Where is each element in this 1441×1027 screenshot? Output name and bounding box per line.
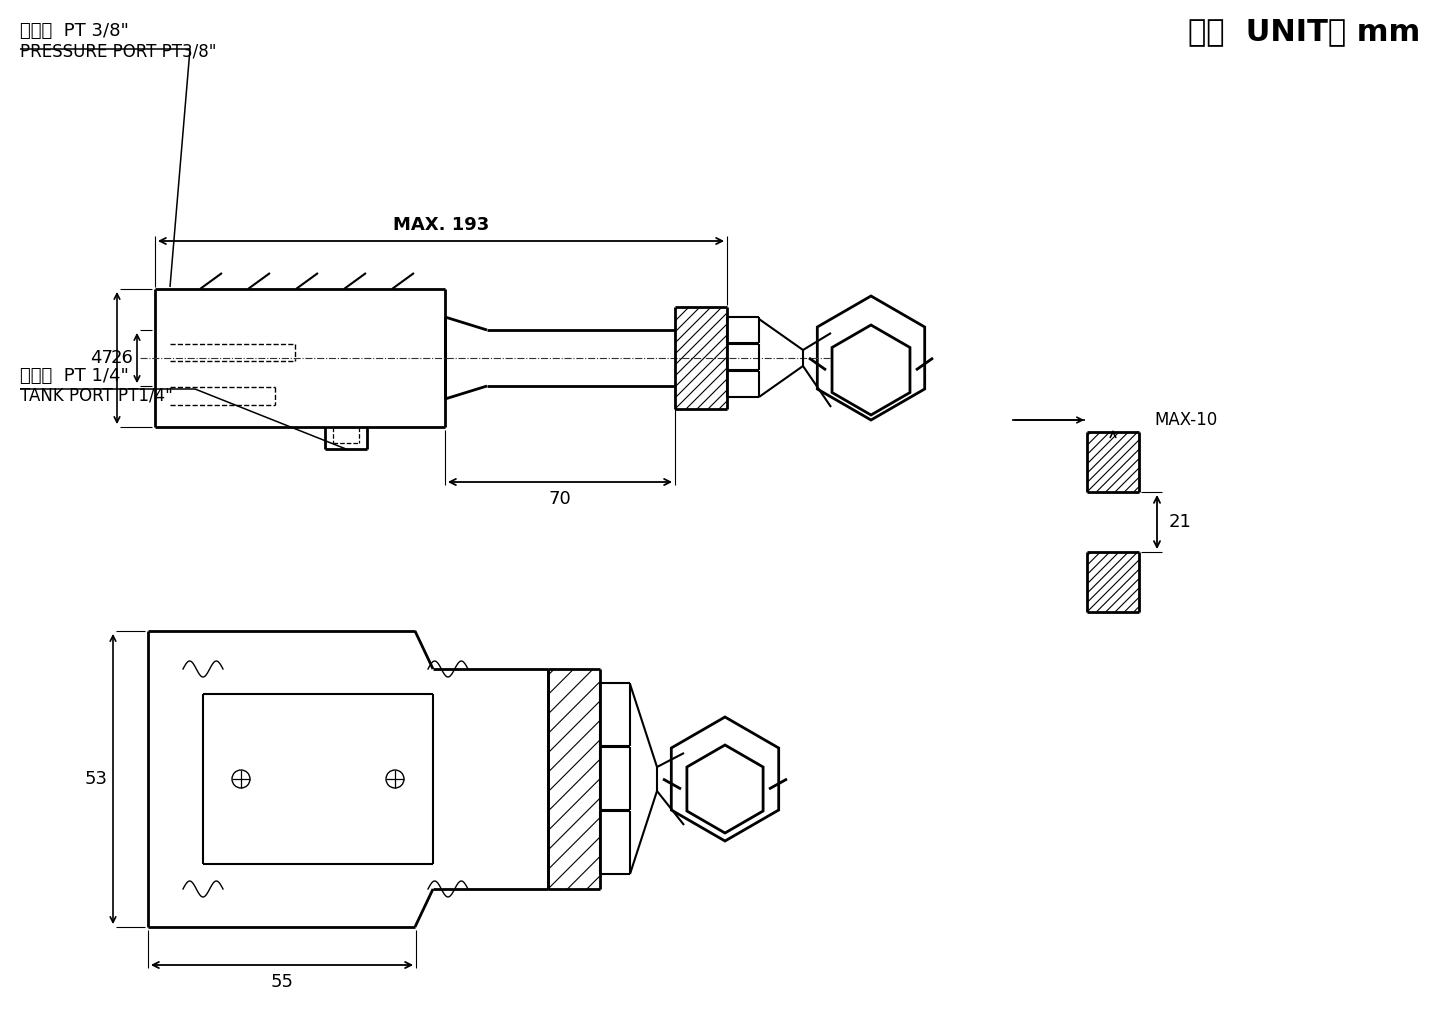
Text: TANK PORT PT1/4": TANK PORT PT1/4" [20,387,173,405]
Text: PRESSURE PORT PT3/8": PRESSURE PORT PT3/8" [20,42,216,60]
Text: 47: 47 [89,349,112,367]
Text: 55: 55 [271,973,294,991]
Text: MAX. 193: MAX. 193 [393,216,488,234]
Text: 回油孔  PT 1/4": 回油孔 PT 1/4" [20,367,128,385]
Text: 21: 21 [1169,514,1192,531]
Text: 压力孔  PT 3/8": 压力孔 PT 3/8" [20,22,128,40]
Text: MAX-10: MAX-10 [1154,411,1218,429]
Text: 26: 26 [110,349,133,367]
Text: 単位  UNIT： mm: 単位 UNIT： mm [1187,17,1419,46]
Text: 70: 70 [549,490,572,508]
Text: 53: 53 [85,770,108,788]
